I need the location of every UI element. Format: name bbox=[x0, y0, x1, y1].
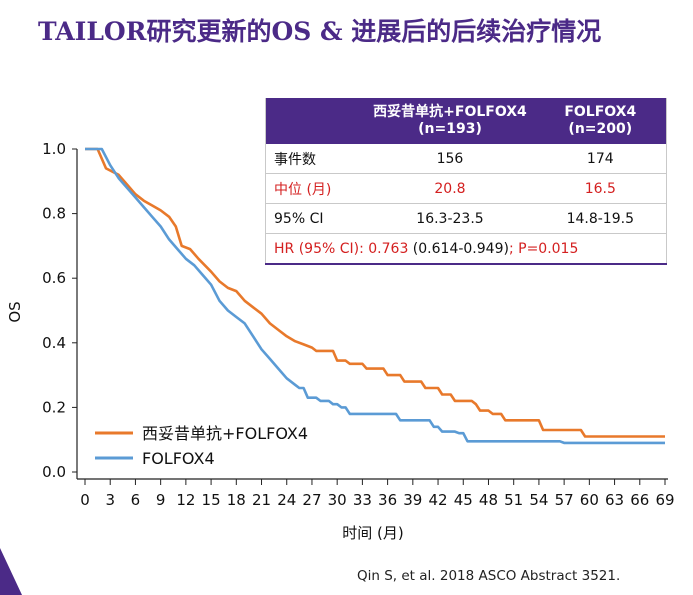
series-line-0 bbox=[85, 147, 665, 438]
x-tick-label: 24 bbox=[277, 491, 296, 509]
y-tick-label: 0.6 bbox=[42, 269, 66, 287]
x-tick-label: 9 bbox=[156, 491, 166, 509]
cell-events-folfox: 174 bbox=[534, 144, 667, 174]
legend-label-0: 西妥昔单抗+FOLFOX4 bbox=[142, 424, 308, 443]
series-line-1 bbox=[85, 147, 665, 445]
table-header-folfox: FOLFOX4 (n=200) bbox=[534, 98, 667, 144]
cell-median-folfox: 16.5 bbox=[534, 173, 667, 204]
x-tick-label: 45 bbox=[454, 491, 473, 509]
cell-ci-folfox: 14.8-19.5 bbox=[534, 203, 667, 234]
x-tick-label: 66 bbox=[630, 491, 649, 509]
header-folfox-n: (n=200) bbox=[568, 121, 633, 137]
y-tick-label: 1.0 bbox=[42, 140, 66, 158]
x-tick-label: 15 bbox=[202, 491, 221, 509]
table-row: 95% CI 16.3-23.5 14.8-19.5 bbox=[265, 203, 667, 234]
header-cetuximab-name: 西妥昔单抗+FOLFOX4 bbox=[373, 104, 527, 120]
table-header-empty bbox=[265, 98, 366, 144]
hr-ci: (0.614-0.949) bbox=[408, 240, 509, 257]
table-header-row: 西妥昔单抗+FOLFOX4 (n=193) FOLFOX4 (n=200) bbox=[265, 98, 667, 144]
table-row: HR (95% CI): 0.763 (0.614-0.949); P=0.01… bbox=[265, 233, 667, 265]
row-label-median: 中位 (月) bbox=[265, 173, 366, 204]
x-tick-label: 6 bbox=[131, 491, 141, 509]
x-tick-label: 54 bbox=[529, 491, 548, 509]
hr-label: HR (95% CI): 0.763 bbox=[274, 240, 409, 257]
y-tick-label: 0.4 bbox=[42, 334, 66, 352]
legend-label-1: FOLFOX4 bbox=[142, 449, 215, 468]
x-axis-title: 时间 (月) bbox=[342, 524, 403, 542]
y-tick-label: 0.0 bbox=[42, 463, 66, 481]
x-tick-label: 30 bbox=[328, 491, 347, 509]
citation: Qin S, et al. 2018 ASCO Abstract 3521. bbox=[357, 568, 621, 584]
row-label-events: 事件数 bbox=[265, 144, 366, 174]
x-tick-label: 48 bbox=[479, 491, 498, 509]
x-tick-label: 36 bbox=[378, 491, 397, 509]
x-tick-label: 63 bbox=[605, 491, 624, 509]
x-tick-label: 69 bbox=[655, 491, 674, 509]
table-header-cetuximab: 西妥昔单抗+FOLFOX4 (n=193) bbox=[365, 98, 535, 144]
y-tick-label: 0.2 bbox=[42, 398, 66, 416]
table-row: 中位 (月) 20.8 16.5 bbox=[265, 173, 667, 204]
x-tick-label: 51 bbox=[504, 491, 523, 509]
x-tick-label: 3 bbox=[105, 491, 115, 509]
table-row: 事件数 156 174 bbox=[265, 144, 667, 174]
x-tick-label: 0 bbox=[80, 491, 90, 509]
y-axis-title: OS bbox=[6, 301, 24, 322]
x-tick-label: 39 bbox=[403, 491, 422, 509]
cell-events-cetuximab: 156 bbox=[365, 144, 535, 174]
row-label-ci: 95% CI bbox=[265, 203, 366, 234]
cell-median-cetuximab: 20.8 bbox=[365, 173, 535, 204]
x-tick-label: 18 bbox=[227, 491, 246, 509]
page-title: TAILOR研究更新的OS & 进展后的后续治疗情况 bbox=[38, 17, 602, 46]
x-tick-label: 27 bbox=[302, 491, 321, 509]
x-tick-label: 21 bbox=[252, 491, 271, 509]
x-tick-label: 33 bbox=[353, 491, 372, 509]
results-table: 西妥昔单抗+FOLFOX4 (n=193) FOLFOX4 (n=200) 事件… bbox=[265, 98, 667, 265]
x-tick-label: 57 bbox=[555, 491, 574, 509]
x-tick-label: 60 bbox=[580, 491, 599, 509]
header-folfox-name: FOLFOX4 bbox=[564, 104, 637, 120]
y-tick-label: 0.8 bbox=[42, 205, 66, 223]
x-tick-label: 42 bbox=[428, 491, 447, 509]
cell-ci-cetuximab: 16.3-23.5 bbox=[365, 203, 535, 234]
header-cetuximab-n: (n=193) bbox=[418, 121, 482, 137]
hr-p-value: ; P=0.015 bbox=[508, 240, 579, 257]
x-tick-label: 12 bbox=[176, 491, 195, 509]
hazard-ratio-cell: HR (95% CI): 0.763 (0.614-0.949); P=0.01… bbox=[265, 233, 667, 265]
